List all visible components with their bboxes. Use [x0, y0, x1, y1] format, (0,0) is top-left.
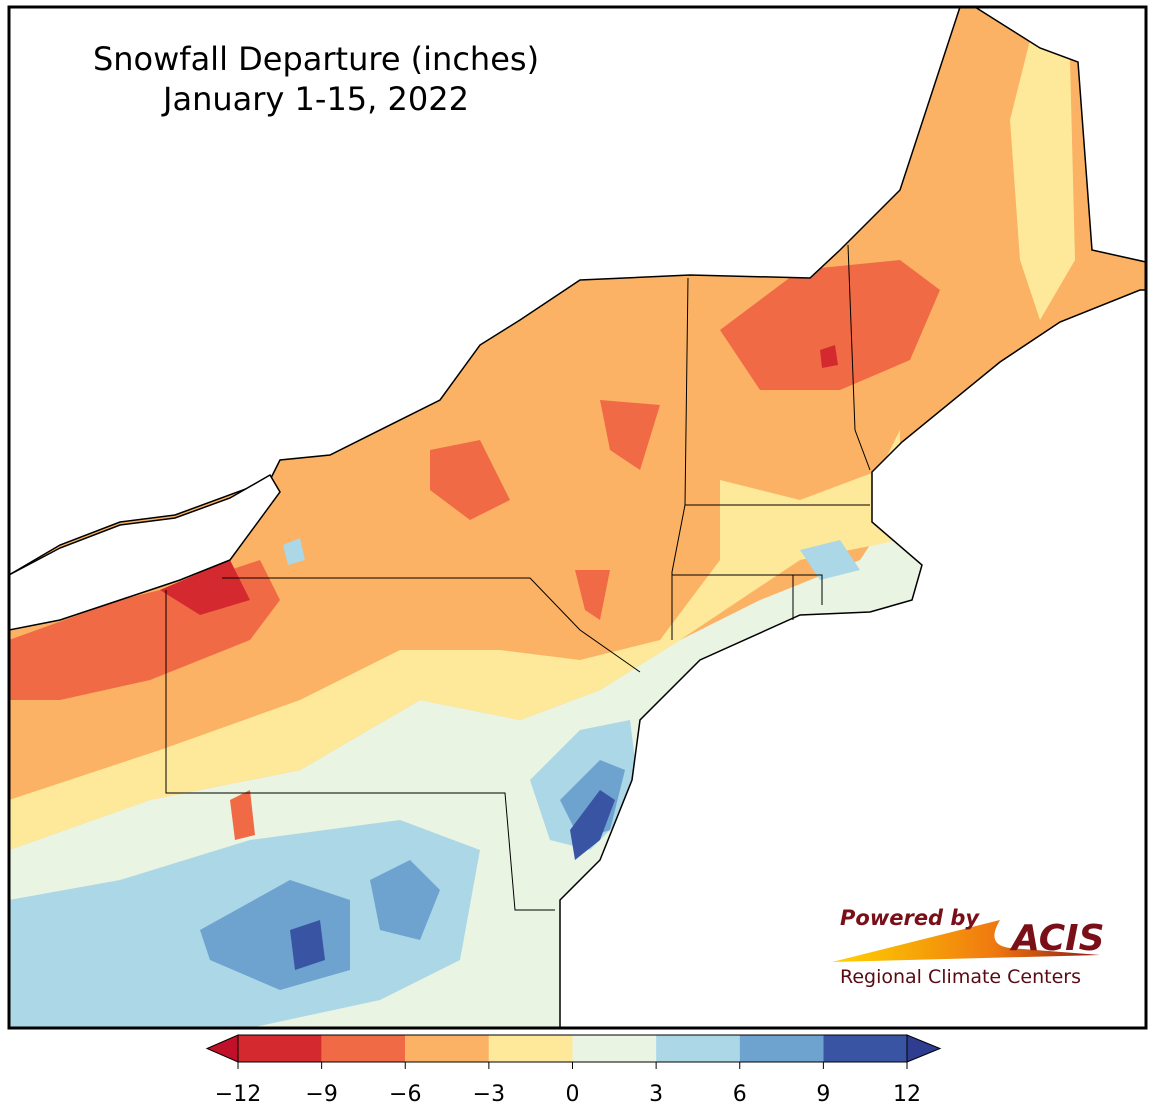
colorbar-segment	[656, 1035, 740, 1062]
region	[800, 540, 860, 580]
water	[9, 473, 281, 631]
colorbar-tick-label: 0	[566, 1082, 580, 1107]
water	[9, 7, 961, 576]
logo-tagline: Powered by	[840, 906, 980, 930]
region	[820, 345, 838, 368]
region	[720, 260, 940, 390]
region	[160, 560, 250, 615]
region	[370, 860, 440, 940]
region	[570, 790, 615, 860]
colorbar: −12 −9 −6 −3 0 3 6 9 12	[205, 1034, 942, 1107]
region	[600, 400, 660, 470]
logo-caption: Regional Climate Centers	[840, 966, 1081, 988]
water	[973, 7, 1146, 263]
logo-name: ACIS	[1009, 918, 1105, 959]
region	[290, 920, 325, 970]
map	[9, 7, 1146, 1028]
subtitle: January 1-15, 2022	[161, 80, 469, 118]
title: Snowfall Departure (inches)	[93, 40, 539, 78]
region	[575, 570, 610, 620]
logo: Powered by ACIS Regional Climate Centers	[832, 906, 1105, 988]
logo-swoosh	[832, 920, 1100, 962]
colorbar-tick-label: 12	[893, 1082, 921, 1107]
colorbar-tick-label: 9	[816, 1082, 830, 1107]
colorbar-under	[205, 1034, 239, 1063]
region	[9, 430, 900, 850]
region	[430, 440, 510, 520]
colorbar-segment	[321, 1035, 406, 1062]
colorbar-tick-label: −6	[389, 1082, 421, 1107]
colorbar-segment	[823, 1035, 907, 1062]
colorbar-tick-label: 3	[649, 1082, 663, 1107]
colorbar-tick-label: −12	[215, 1082, 261, 1107]
colorbar-tick-label: −3	[473, 1082, 505, 1107]
colorbar-segment	[739, 1035, 824, 1062]
region	[1010, 40, 1075, 320]
colorbar-segment	[572, 1035, 657, 1062]
water	[559, 289, 1146, 1028]
colorbar-tick-label: −9	[305, 1082, 337, 1107]
state-borders	[165, 244, 871, 911]
colorbar-segment	[405, 1035, 489, 1062]
colorbar-segment	[488, 1035, 573, 1062]
colorbar-over	[906, 1034, 942, 1063]
colorbar-segment	[238, 1035, 322, 1062]
map-frame	[7, 5, 1148, 1030]
colorbar-tick-label: 6	[733, 1082, 747, 1107]
region	[230, 790, 255, 840]
region	[283, 538, 305, 565]
